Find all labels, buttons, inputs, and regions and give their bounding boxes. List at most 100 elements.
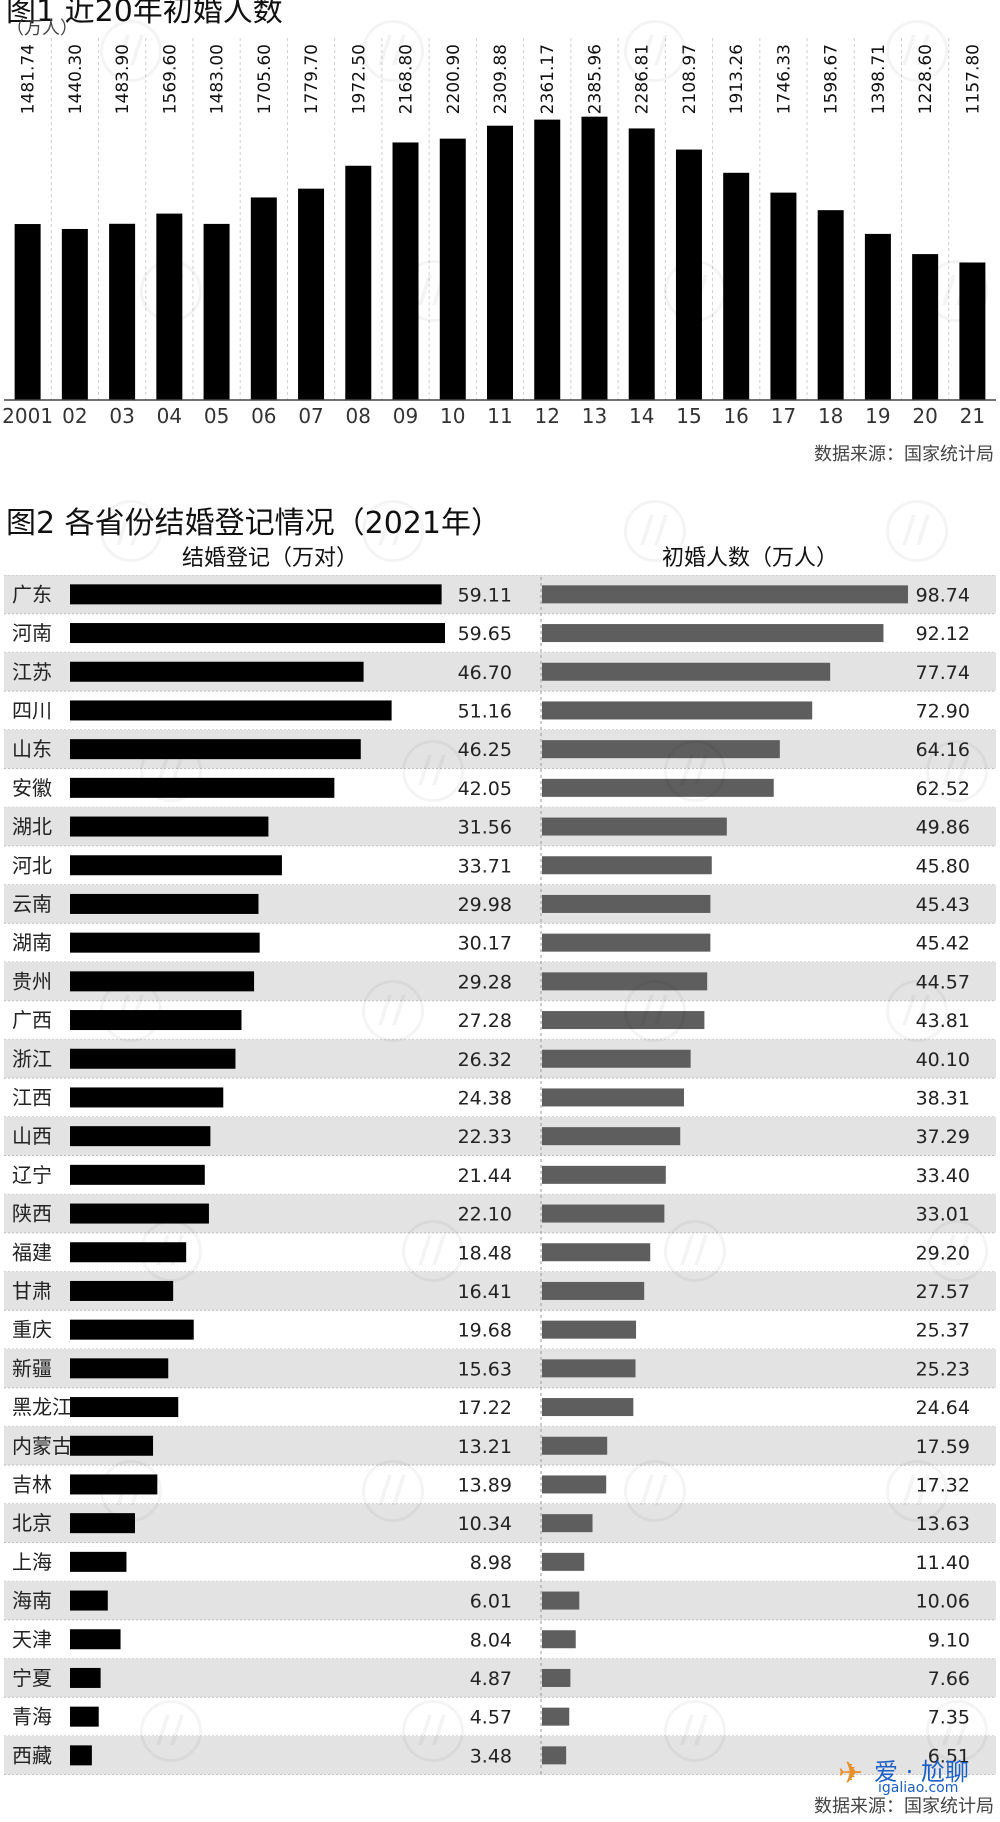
first-marriage-bar [542,856,712,875]
province-label: 重庆 [12,1318,52,1342]
first-marriage-value-label: 45.43 [916,894,970,916]
watermark-icon [926,740,988,802]
x-tick-label: 20 [912,404,937,428]
watermark-icon [926,1700,988,1762]
marriage-value-label: 46.25 [458,739,512,761]
marriage-value-label: 15.63 [458,1358,512,1380]
first-marriage-value-label: 24.64 [916,1397,970,1419]
marriage-value-label: 16.41 [458,1281,512,1303]
province-label: 新疆 [12,1356,52,1380]
first-marriage-bar [542,1707,570,1726]
x-tick-label: 17 [771,404,796,428]
first-marriage-bar [542,1552,585,1571]
marriage-bar [70,1203,209,1224]
province-label: 四川 [12,698,52,722]
bar [14,224,41,400]
first-marriage-bar [542,701,813,720]
province-label: 广西 [12,1008,52,1032]
marriage-value-label: 27.28 [458,1010,512,1032]
watermark-icon [402,1700,464,1762]
watermark-icon [664,1700,726,1762]
watermark-icon [140,740,202,802]
first-marriage-bar [542,1436,608,1455]
province-label: 上海 [12,1550,52,1574]
province-label: 山东 [12,737,52,761]
watermark-icon [886,500,948,562]
marriage-bar [70,1087,224,1108]
x-tick-label: 05 [204,404,229,428]
first-marriage-bar [542,1049,691,1068]
marriage-bar [70,893,259,914]
watermark-icon [926,1220,988,1282]
marriage-value-label: 21.44 [458,1165,512,1187]
watermark-icon [886,1460,948,1522]
watermark-icon [362,1460,424,1522]
marriage-bar [70,1590,108,1611]
bar-value-label: 1440.30 [66,44,86,114]
marriage-value-label: 46.70 [458,662,512,684]
marriage-value-label: 26.32 [458,1049,512,1071]
x-tick-label: 12 [535,404,560,428]
first-marriage-bar [542,740,780,759]
marriage-bar [70,1280,174,1301]
first-marriage-value-label: 45.42 [916,933,970,955]
bar-value-label: 1705.60 [255,44,275,114]
x-tick-label: 13 [582,404,607,428]
bar [723,172,750,400]
marriage-bar [70,1745,92,1766]
watermark-icon [100,980,162,1042]
first-marriage-bar [542,933,711,952]
bar [864,233,891,400]
watermark-icon [140,260,202,322]
province-label: 宁夏 [12,1666,52,1690]
chart2-plot: 广东 59.11 98.74 河南 59.65 92.12 江苏 46.70 77.74 四川 51… [4,575,996,1775]
watermark-icon [624,1460,686,1522]
watermark-icon [362,20,424,82]
first-marriage-bar [542,1127,681,1146]
first-marriage-value-label: 92.12 [916,623,970,645]
watermark-icon [624,980,686,1042]
watermark-icon [402,740,464,802]
marriage-bar [70,1164,205,1185]
x-tick-label: 09 [393,404,418,428]
chart1-source: 数据来源：国家统计局 [814,444,994,465]
province-label: 北京 [12,1511,52,1535]
x-tick-label: 14 [629,404,654,428]
row-stripe [4,1426,996,1466]
first-marriage-bar [542,1591,580,1610]
bar [770,192,797,400]
province-label: 江苏 [12,660,52,684]
watermark-icon [624,20,686,82]
chart1-unit: （万人） [6,18,78,39]
chart2-col-header-marriage: 结婚登记（万对） [181,546,358,571]
first-marriage-bar [542,1475,607,1494]
province-label: 河北 [12,853,52,877]
bar [534,119,561,401]
x-tick-label: 10 [440,404,465,428]
first-marriage-value-label: 11.40 [916,1552,970,1574]
province-label: 福建 [12,1240,52,1264]
marriage-bar [70,1629,121,1650]
logo-figure-icon: ✈ [838,1756,864,1791]
first-marriage-bar [542,1630,576,1649]
bar [61,228,88,400]
marriage-value-label: 6.01 [470,1591,512,1613]
x-tick-label: 18 [818,404,843,428]
first-marriage-bar [542,624,884,643]
first-marriage-bar [542,1746,567,1765]
first-marriage-bar [542,1088,685,1107]
marriage-value-label: 33.71 [458,855,512,877]
watermark-icon [926,260,988,322]
first-marriage-value-label: 45.80 [916,855,970,877]
bar-value-label: 2108.97 [680,44,700,114]
marriage-value-label: 8.04 [470,1629,512,1651]
first-marriage-bar [542,585,908,604]
watermark-icon [100,20,162,82]
bar-value-label: 2309.88 [491,44,511,114]
first-marriage-bar [542,972,708,991]
watermark-icon [624,500,686,562]
row-stripe [4,1581,996,1620]
province-label: 甘肃 [12,1279,52,1303]
province-label: 浙江 [12,1047,52,1071]
first-marriage-bar [542,894,711,913]
